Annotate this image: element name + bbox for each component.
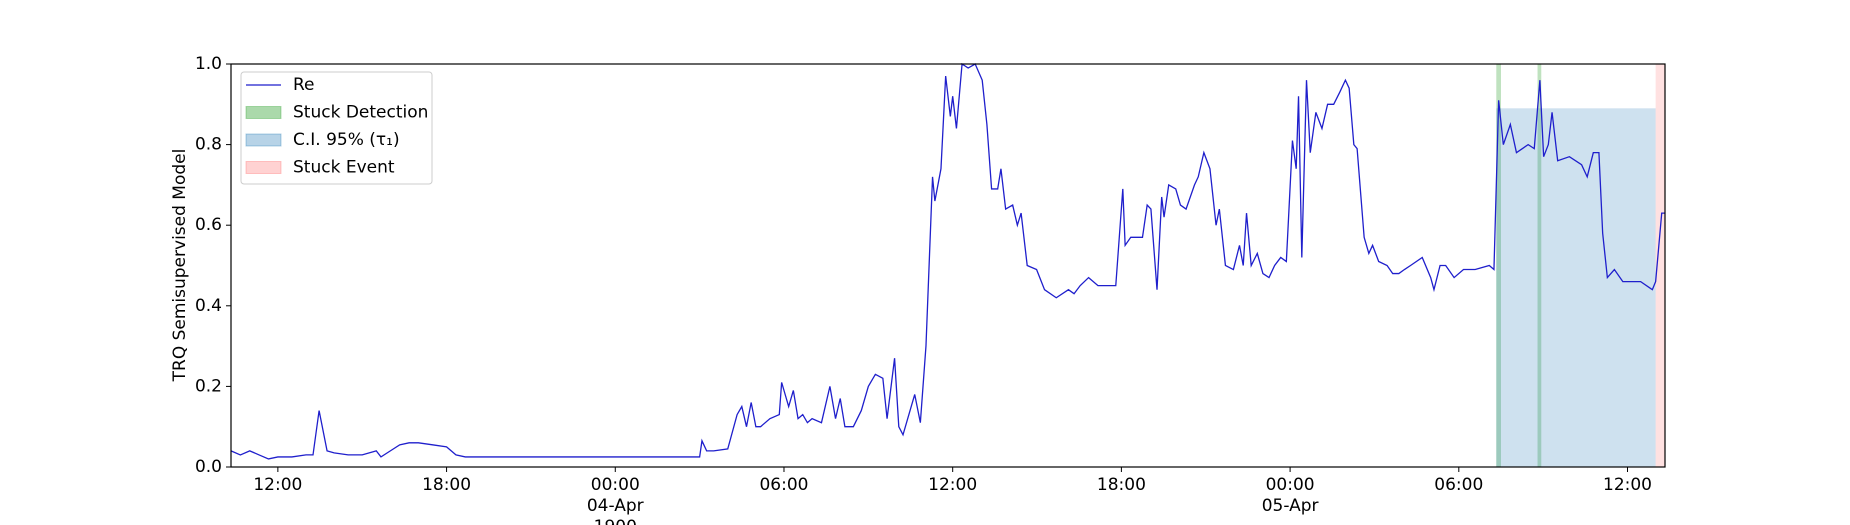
- x-tick-label: 12:00: [1603, 475, 1652, 495]
- legend-box: [240, 71, 433, 185]
- span: [1496, 64, 1501, 467]
- y-tick-label: 1.0: [195, 54, 222, 74]
- axes-frame: [230, 63, 1666, 468]
- x-tick-label: 12:00: [928, 475, 977, 495]
- x-tick-label-line: 00:00: [1266, 475, 1315, 495]
- data-line: [230, 62, 1665, 460]
- legend-label: Re: [293, 75, 315, 95]
- x-tick-label-line: 12:00: [928, 475, 977, 495]
- x-tick-label: 06:00: [759, 475, 808, 495]
- x-tick-label-line: 1900: [594, 517, 637, 525]
- x-tick-label: 06:00: [1434, 475, 1483, 495]
- y-tick-label: 0.2: [195, 376, 222, 396]
- x-tick-label: 12:00: [253, 475, 302, 495]
- legend-patch: [245, 133, 282, 147]
- x-tick-label-line: 04-Apr: [587, 496, 644, 516]
- legend-patch: [245, 106, 282, 119]
- legend-label: Stuck Event: [293, 158, 395, 178]
- x-tick-label-line: 18:00: [422, 475, 471, 495]
- x-tick-label-line: 12:00: [253, 475, 302, 495]
- span: [1537, 64, 1542, 467]
- span: [1655, 64, 1665, 467]
- x-tick-label: 18:00: [1097, 475, 1146, 495]
- y-tick-label: 0.8: [195, 135, 222, 155]
- y-tick-label: 0.4: [195, 296, 222, 316]
- x-tick-label-line: 05-Apr: [1262, 496, 1319, 516]
- legend-label: Stuck Detection: [293, 103, 428, 123]
- x-tick-label-line: 06:00: [759, 475, 808, 495]
- y-axis-label: TRQ Semisupervised Model: [170, 149, 190, 383]
- y-tick-label: 0.6: [195, 215, 222, 235]
- legend-label: C.I. 95% (τ₁): [293, 130, 400, 150]
- x-tick-label-line: 12:00: [1603, 475, 1652, 495]
- span: [1496, 108, 1656, 467]
- x-tick-label-line: 06:00: [1434, 475, 1483, 495]
- y-tick-label: 0.0: [195, 457, 222, 477]
- x-tick-label-line: 00:00: [591, 475, 640, 495]
- x-tick-label: 00:00 05-Apr: [1262, 475, 1319, 516]
- x-tick-label: 18:00: [422, 475, 471, 495]
- legend-patch: [245, 161, 282, 174]
- x-tick-label-line: 18:00: [1097, 475, 1146, 495]
